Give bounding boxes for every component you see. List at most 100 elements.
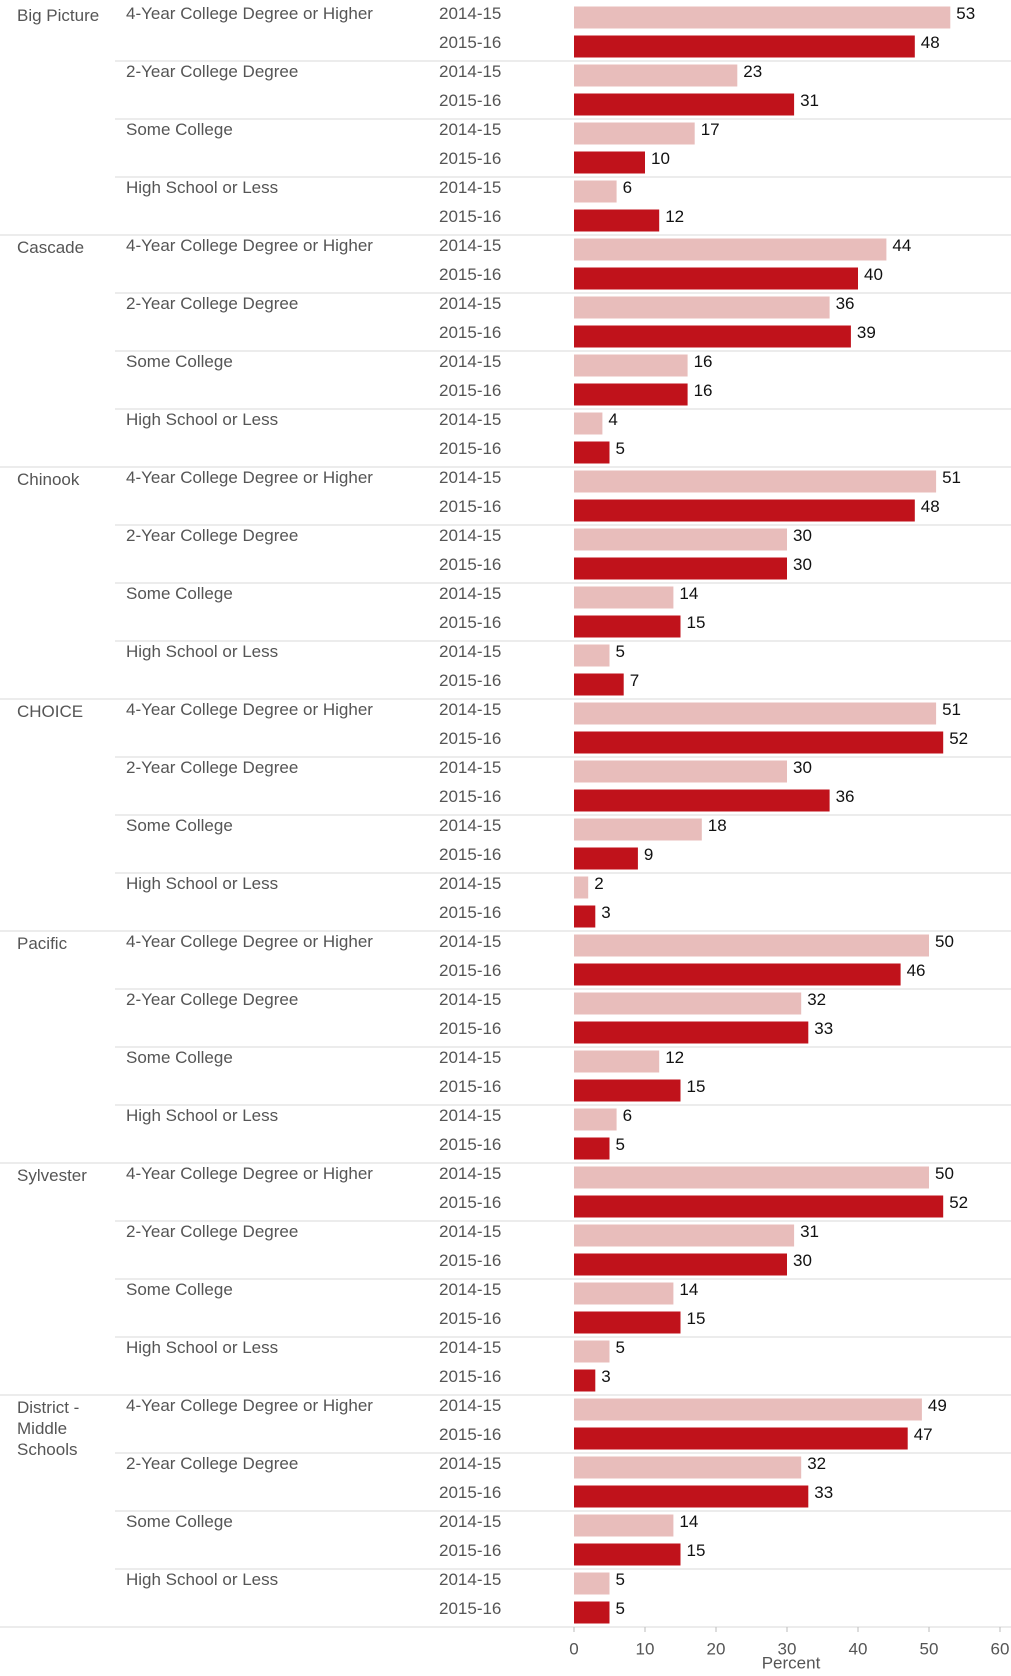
series-label: 2015-16 [439, 1483, 501, 1502]
x-axis-label: Percent [762, 1653, 821, 1672]
bar [574, 151, 645, 174]
value-label: 48 [921, 497, 940, 516]
value-label: 15 [687, 1309, 706, 1328]
value-label: 5 [616, 1135, 625, 1154]
series-label: 2015-16 [439, 903, 501, 922]
bar [574, 209, 660, 232]
bar [574, 1224, 795, 1247]
bar [574, 93, 795, 116]
value-label: 18 [708, 816, 727, 835]
series-label: 2015-16 [439, 1425, 501, 1444]
series-label: 2014-15 [439, 874, 501, 893]
category-label: Some College [126, 1280, 233, 1299]
bar [574, 238, 887, 261]
bar [574, 847, 638, 870]
series-label: 2015-16 [439, 323, 501, 342]
category-label: 4-Year College Degree or Higher [126, 1164, 373, 1183]
value-label: 6 [623, 1106, 632, 1125]
x-tick-label: 20 [707, 1639, 726, 1658]
bar [574, 876, 589, 899]
series-label: 2014-15 [439, 758, 501, 777]
value-label: 31 [800, 1222, 819, 1241]
bar [574, 180, 617, 203]
series-label: 2014-15 [439, 1164, 501, 1183]
series-label: 2015-16 [439, 497, 501, 516]
value-label: 23 [743, 62, 762, 81]
category-label: 2-Year College Degree [126, 62, 298, 81]
series-label: 2014-15 [439, 1570, 501, 1589]
bar [574, 1195, 944, 1218]
x-tick-label: 10 [636, 1639, 655, 1658]
group-label: Pacific [17, 934, 68, 953]
category-label: 2-Year College Degree [126, 990, 298, 1009]
value-label: 5 [616, 1599, 625, 1618]
bar [574, 760, 787, 783]
bar [574, 557, 787, 580]
series-label: 2014-15 [439, 1338, 501, 1357]
bar [574, 1398, 922, 1421]
value-label: 17 [701, 120, 720, 139]
bar [574, 615, 681, 638]
value-label: 51 [942, 468, 961, 487]
value-label: 36 [836, 294, 855, 313]
bar [574, 1166, 929, 1189]
series-label: 2014-15 [439, 1512, 501, 1531]
series-label: 2014-15 [439, 700, 501, 719]
bar [574, 499, 915, 522]
series-label: 2015-16 [439, 729, 501, 748]
series-label: 2015-16 [439, 1541, 501, 1560]
bar [574, 1108, 617, 1131]
series-label: 2015-16 [439, 91, 501, 110]
value-label: 5 [616, 439, 625, 458]
group-label: Cascade [17, 238, 85, 257]
x-tick-label: 40 [849, 1639, 868, 1658]
value-label: 12 [665, 1048, 684, 1067]
series-label: 2015-16 [439, 149, 501, 168]
bar [574, 1021, 809, 1044]
series-label: 2015-16 [439, 961, 501, 980]
value-label: 53 [956, 4, 975, 23]
value-label: 47 [914, 1425, 933, 1444]
value-label: 44 [892, 236, 911, 255]
bar [574, 934, 929, 957]
bar [574, 586, 674, 609]
bar [574, 412, 603, 435]
category-label: High School or Less [126, 642, 278, 661]
bar [574, 1282, 674, 1305]
value-label: 15 [687, 1541, 706, 1560]
bar [574, 644, 610, 667]
bar [574, 905, 596, 928]
series-label: 2015-16 [439, 845, 501, 864]
bar [574, 1311, 681, 1334]
series-label: 2015-16 [439, 671, 501, 690]
value-label: 32 [807, 990, 826, 1009]
value-label: 16 [694, 381, 713, 400]
category-label: 4-Year College Degree or Higher [126, 468, 373, 487]
category-label: Some College [126, 352, 233, 371]
value-label: 33 [814, 1483, 833, 1502]
bar [574, 1427, 908, 1450]
bar [574, 1050, 660, 1073]
bar [574, 963, 901, 986]
value-label: 33 [814, 1019, 833, 1038]
value-label: 30 [793, 555, 812, 574]
x-tick-label: 30 [778, 1639, 797, 1658]
value-label: 5 [616, 1570, 625, 1589]
value-label: 39 [857, 323, 876, 342]
series-label: 2015-16 [439, 555, 501, 574]
value-label: 10 [651, 149, 670, 168]
series-label: 2014-15 [439, 1454, 501, 1473]
group-label: CHOICE [17, 702, 84, 721]
value-label: 50 [935, 1164, 954, 1183]
bar [574, 441, 610, 464]
bar [574, 1253, 787, 1276]
category-label: 4-Year College Degree or Higher [126, 700, 373, 719]
series-label: 2015-16 [439, 1019, 501, 1038]
series-label: 2015-16 [439, 381, 501, 400]
category-label: High School or Less [126, 874, 278, 893]
category-label: 2-Year College Degree [126, 294, 298, 313]
series-label: 2015-16 [439, 1367, 501, 1386]
bar [574, 1456, 802, 1479]
value-label: 2 [594, 874, 603, 893]
